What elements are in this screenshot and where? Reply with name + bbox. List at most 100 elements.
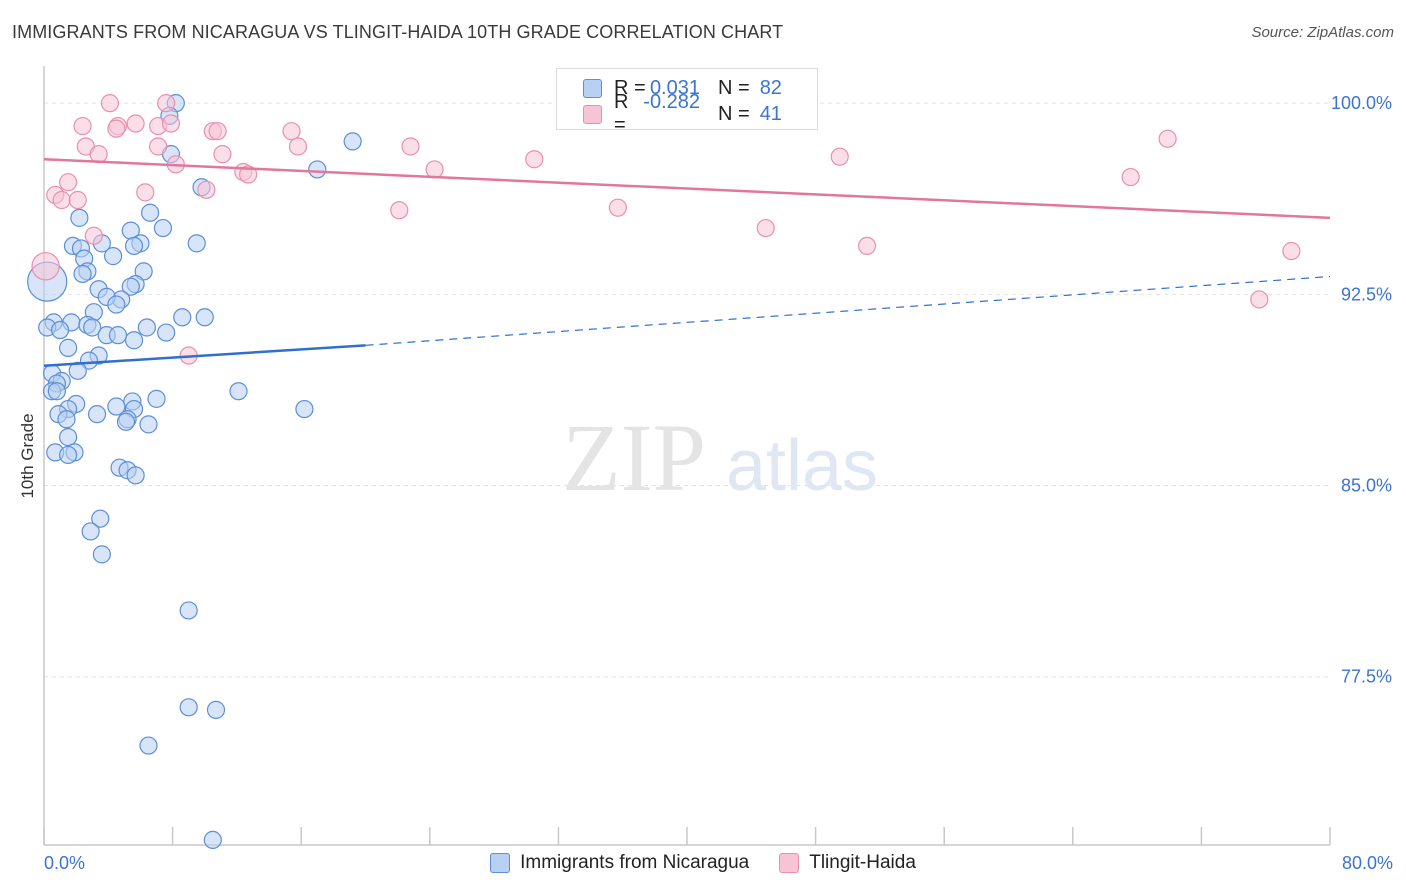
data-point-nicaragua <box>140 203 160 222</box>
y-axis-label: 10th Grade <box>18 413 37 498</box>
data-point-nicaragua <box>153 218 173 238</box>
data-point-nicaragua <box>124 331 144 350</box>
data-point-nicaragua <box>229 382 248 401</box>
data-point-nicaragua <box>343 132 362 151</box>
data-point-tlingit <box>107 119 126 138</box>
data-point-nicaragua <box>139 415 158 434</box>
data-point-nicaragua <box>92 545 111 564</box>
legend-n-value: 41 <box>759 102 782 125</box>
data-point-tlingit <box>161 114 181 133</box>
data-point-nicaragua <box>107 397 126 416</box>
x-tick-label: 0.0% <box>44 853 85 873</box>
data-point-nicaragua <box>179 601 198 620</box>
data-point-nicaragua <box>308 160 327 179</box>
data-point-nicaragua <box>137 318 156 337</box>
data-point-nicaragua <box>203 830 222 850</box>
data-point-nicaragua <box>179 698 198 717</box>
data-point-tlingit <box>282 122 301 141</box>
data-point-tlingit <box>288 137 308 156</box>
legend-swatch-blue <box>583 78 602 98</box>
y-tick-label: 100.0% <box>1331 93 1392 113</box>
data-point-nicaragua <box>70 208 89 227</box>
data-point-tlingit <box>1158 129 1177 148</box>
trend-line-nicaragua <box>43 344 366 367</box>
data-point-nicaragua <box>187 234 206 253</box>
legend-item-nicaragua[interactable]: Immigrants from Nicaragua <box>490 852 749 874</box>
data-point-tlingit <box>239 165 258 184</box>
data-point-tlingit <box>857 236 877 256</box>
data-point-nicaragua <box>87 405 107 424</box>
y-tick-label: 77.5% <box>1341 667 1392 687</box>
data-point-tlingit <box>52 190 71 210</box>
data-point-nicaragua <box>47 382 66 401</box>
data-point-tlingit <box>73 116 92 136</box>
data-point-tlingit <box>608 198 627 217</box>
data-point-tlingit <box>68 190 87 210</box>
data-point-nicaragua <box>195 308 214 327</box>
legend-swatch-pink <box>583 104 602 124</box>
y-tick-label: 85.0% <box>1341 476 1392 496</box>
legend-row-nicaragua: R = 0.031 N = 82 <box>583 76 782 100</box>
data-point-nicaragua <box>83 318 102 337</box>
data-point-nicaragua <box>121 277 140 296</box>
data-point-nicaragua <box>104 247 123 266</box>
series-nicaragua-points <box>27 94 362 850</box>
trend-lines <box>43 157 1331 367</box>
legend-row-tlingit: R = -0.282 N = 41 <box>583 91 782 136</box>
legend-n-value: 82 <box>759 76 782 99</box>
data-point-tlingit <box>1250 290 1269 309</box>
data-point-nicaragua <box>108 326 128 345</box>
data-point-tlingit <box>1121 167 1140 187</box>
axes <box>43 66 1331 846</box>
data-point-tlingit <box>84 226 103 245</box>
data-point-nicaragua <box>59 428 78 447</box>
chart-source: Source: ZipAtlas.com <box>1251 24 1394 41</box>
legend-item-tlingit[interactable]: Tlingit-Haida <box>779 852 916 874</box>
data-point-nicaragua <box>57 410 76 429</box>
data-point-tlingit <box>157 94 176 113</box>
data-point-nicaragua <box>68 361 87 380</box>
data-point-tlingit <box>213 145 232 164</box>
legend-r-value: -0.282 <box>643 91 700 113</box>
data-point-tlingit <box>1282 241 1301 261</box>
data-point-nicaragua <box>116 412 136 431</box>
legend-n-label: N = <box>718 76 750 99</box>
trend-line-tlingit <box>43 157 1331 220</box>
data-point-tlingit <box>126 114 145 133</box>
legend-swatch-blue <box>490 853 511 873</box>
x-tick-label: 80.0% <box>1342 853 1393 873</box>
series-legend: Immigrants from Nicaragua Tlingit-Haida <box>0 852 1406 874</box>
data-point-nicaragua <box>81 522 100 541</box>
tick-labels: 77.5% 85.0% 92.5% 100.0% 0.0% 80.0% <box>44 93 1393 873</box>
trend-line-nicaragua-extension <box>365 275 1331 346</box>
watermark-atlas: atlas <box>726 426 878 506</box>
data-point-tlingit <box>59 173 78 192</box>
legend-r-label: R = <box>614 76 646 99</box>
data-point-tlingit <box>208 122 227 141</box>
data-point-tlingit <box>197 180 216 199</box>
data-point-nicaragua <box>79 351 99 370</box>
legend-swatch-pink <box>779 853 800 873</box>
data-point-nicaragua <box>59 445 78 465</box>
data-point-nicaragua <box>157 323 176 342</box>
data-point-tlingit <box>756 218 775 238</box>
data-point-tlingit <box>89 145 108 164</box>
legend-label-tlingit: Tlingit-Haida <box>809 852 916 873</box>
data-point-tlingit <box>425 160 444 179</box>
legend-r-value: 0.031 <box>649 76 700 99</box>
data-point-nicaragua <box>50 320 70 340</box>
data-point-nicaragua <box>147 389 166 408</box>
data-point-tlingit <box>830 147 849 166</box>
data-point-tlingit <box>100 94 120 113</box>
data-point-nicaragua <box>91 509 110 528</box>
data-point-nicaragua <box>73 264 92 284</box>
data-point-nicaragua <box>126 466 145 485</box>
data-point-tlingit <box>390 201 409 220</box>
data-point-tlingit <box>31 252 60 281</box>
correlation-legend: R = 0.031 N = 82 R = -0.282 N = 41 <box>556 68 818 136</box>
data-point-tlingit <box>525 150 544 169</box>
data-point-nicaragua <box>173 308 192 327</box>
data-point-tlingit <box>149 137 168 156</box>
data-point-nicaragua <box>206 700 226 719</box>
